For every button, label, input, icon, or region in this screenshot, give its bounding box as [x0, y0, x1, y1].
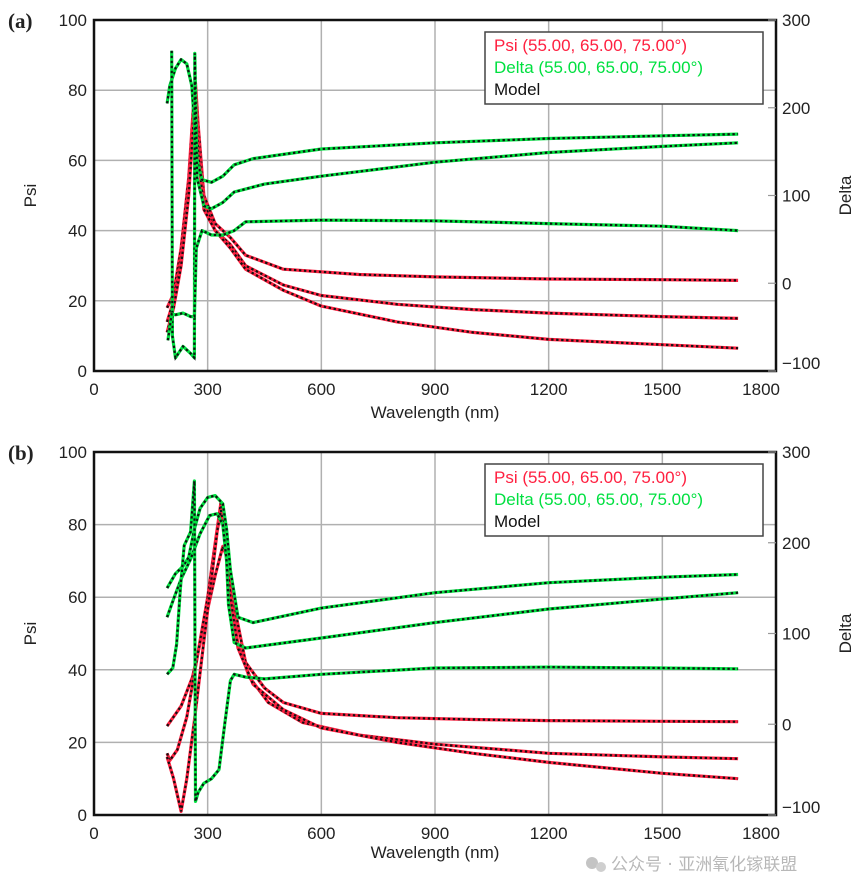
model-line-psi-65: [166, 90, 739, 323]
model-line-psi-75: [166, 509, 739, 812]
y-tick-label: 0: [78, 806, 87, 825]
model-line-psi-55: [166, 542, 739, 727]
x-tick-label: 0: [89, 380, 98, 399]
legend-entry: Model: [494, 512, 540, 531]
y-axis-label: Psi: [21, 622, 40, 646]
y2-tick-label: 100: [782, 625, 810, 644]
y-axis-label: Psi: [21, 184, 40, 208]
x-tick-label: 1500: [643, 824, 681, 843]
model-line-psi-75: [166, 97, 739, 350]
series-line-delta-65: [170, 50, 739, 360]
legend: Psi (55.00, 65.00, 75.00°) Delta (55.00, …: [484, 463, 764, 537]
legend-box: [484, 463, 764, 537]
x-tick-label: 0: [89, 824, 98, 843]
watermark: 公众号 · 亚洲氧化镓联盟: [586, 855, 797, 875]
x-axis-label: Wavelength (nm): [371, 403, 500, 422]
panel-label: (a): [8, 9, 33, 33]
y-tick-label: 80: [68, 81, 87, 100]
y-tick-label: 40: [68, 661, 87, 680]
x-tick-label: 1500: [643, 380, 681, 399]
panel-a: 0 300 600 900 1200 1500 1800 0 20 40 60 80 100 −100 0 1…: [8, 9, 855, 422]
y2-axis-label: Delta: [836, 613, 855, 653]
model-line-psi-55: [166, 83, 739, 309]
legend-entry: Model: [494, 80, 540, 99]
x-tick-label: 1800: [742, 824, 780, 843]
legend-entry: Psi (55.00, 65.00, 75.00°): [494, 36, 687, 55]
series-line-psi-55: [165, 544, 739, 728]
y-tick-label: 60: [68, 151, 87, 170]
model-line-delta-75: [166, 480, 739, 802]
y-tick-label: 20: [68, 733, 87, 752]
x-tick-label: 900: [421, 380, 449, 399]
y-tick-label: 100: [59, 443, 87, 462]
wechat-icon-bubble: [596, 862, 606, 872]
x-tick-label: 300: [193, 824, 221, 843]
y2-tick-label: 100: [782, 187, 810, 206]
series-line-psi-65: [165, 88, 739, 323]
y2-tick-label: 200: [782, 99, 810, 118]
x-tick-label: 600: [307, 824, 335, 843]
y-tick-label: 60: [68, 588, 87, 607]
y2-tick-label: 0: [782, 715, 791, 734]
model-line-delta-75: [166, 218, 739, 341]
panel-b: 0 300 600 900 1200 1500 1800 0 20 40 60 80 100 −100 0 1…: [8, 441, 855, 862]
series-group: [165, 50, 739, 361]
y2-tick-label: 200: [782, 534, 810, 553]
y2-tick-label: −100: [782, 798, 820, 817]
series-group: [165, 479, 739, 813]
x-tick-label: 900: [421, 824, 449, 843]
y-tick-label: 80: [68, 516, 87, 535]
legend-entry: Psi (55.00, 65.00, 75.00°): [494, 468, 687, 487]
x-tick-label: 300: [193, 380, 221, 399]
watermark-text: 公众号 · 亚洲氧化镓联盟: [611, 855, 797, 875]
x-tick-label: 1200: [530, 380, 568, 399]
legend-entry: Delta (55.00, 65.00, 75.00°): [494, 58, 703, 77]
x-tick-label: 1200: [530, 824, 568, 843]
y-tick-label: 20: [68, 292, 87, 311]
y2-tick-label: 0: [782, 274, 791, 293]
x-tick-label: 1800: [742, 380, 780, 399]
y2-tick-label: 300: [782, 443, 810, 462]
legend: Psi (55.00, 65.00, 75.00°) Delta (55.00, …: [484, 31, 764, 105]
legend-entry: Delta (55.00, 65.00, 75.00°): [494, 490, 703, 509]
y-tick-label: 40: [68, 222, 87, 241]
model-line-delta-55: [166, 57, 739, 184]
legend-box: [484, 31, 764, 105]
series-line-psi-75: [165, 508, 739, 813]
x-axis-label: Wavelength (nm): [371, 843, 500, 862]
wechat-icon: [586, 857, 598, 869]
y-tick-label: 0: [78, 362, 87, 381]
panel-label: (b): [8, 441, 34, 465]
model-line-delta-65: [166, 512, 739, 650]
y2-tick-label: 300: [782, 11, 810, 30]
y2-axis-label: Delta: [836, 175, 855, 215]
model-line-delta-55: [166, 494, 739, 624]
y2-tick-label: −100: [782, 354, 820, 373]
y-tick-label: 100: [59, 11, 87, 30]
x-tick-label: 600: [307, 380, 335, 399]
